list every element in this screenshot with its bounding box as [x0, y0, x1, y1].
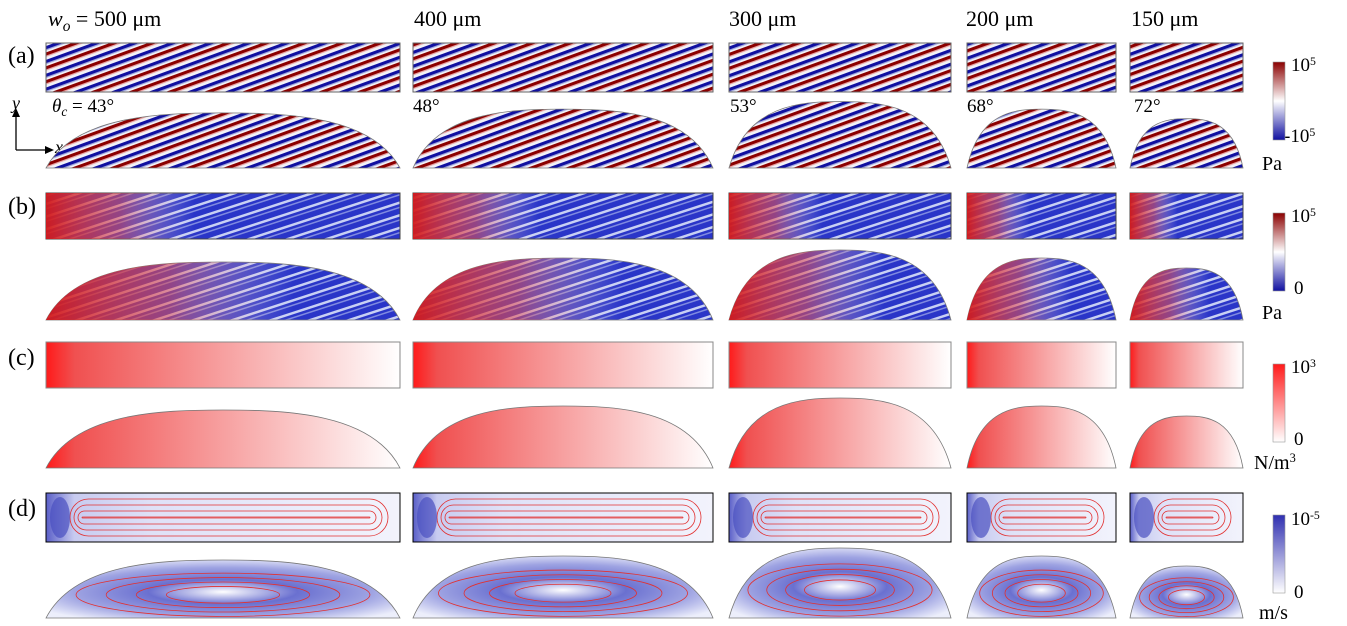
- column-header-400: 400 μm: [414, 6, 482, 31]
- colorbar-d-max: 10-5: [1291, 508, 1320, 530]
- panel-c-400-cap: [412, 405, 714, 469]
- panel-a-300-cap: [728, 101, 952, 169]
- panel-b-400-rect: [412, 192, 714, 240]
- panel-b-500-rect: [45, 192, 401, 240]
- panel-d-400-cap: [412, 555, 714, 619]
- x-axis-label: x: [55, 137, 63, 157]
- panel-a-150-rect: [1129, 42, 1244, 93]
- panel-a-400-rect: [412, 42, 714, 93]
- panel-a-150-cap: [1129, 118, 1244, 169]
- colorbar-a: [1272, 61, 1286, 141]
- panel-d-500-rect: [45, 492, 401, 543]
- x-arrowhead-icon: [45, 146, 54, 154]
- colorbar-c-max: 103: [1291, 356, 1316, 378]
- colorbar-a-unit: Pa: [1262, 153, 1282, 175]
- contact-angle-43: θc = 43°: [52, 96, 115, 119]
- panel-b-500-cap: [45, 261, 401, 321]
- colorbar-b: [1272, 212, 1286, 292]
- y-axis-label: y: [12, 93, 20, 113]
- panel-b-400-cap: [412, 257, 714, 321]
- panel-d-200-cap: [966, 555, 1117, 619]
- panel-c-200-cap: [966, 405, 1117, 469]
- panel-c-400-rect: [412, 341, 714, 389]
- panel-b-200-rect: [966, 192, 1117, 240]
- panel-c-300-rect: [728, 341, 952, 389]
- colorbar-d-unit: m/s: [1259, 602, 1288, 624]
- panel-a-400-cap: [412, 108, 714, 169]
- colorbar-b-min: 0: [1294, 278, 1304, 299]
- contact-angle-53: 53°: [730, 96, 757, 117]
- panel-a-200-rect: [966, 42, 1117, 93]
- contact-angle-68: 68°: [967, 96, 994, 117]
- panel-d-500-cap: [45, 559, 401, 619]
- colorbar-c-unit: N/m3: [1254, 451, 1296, 474]
- axes-indicator: [12, 108, 54, 154]
- colorbar-d-min: 0: [1294, 582, 1304, 603]
- column-header-150: 150 μm: [1131, 6, 1199, 31]
- column-header-300: 300 μm: [729, 6, 797, 31]
- panel-b-200-cap: [966, 257, 1117, 321]
- column-header-500: wo = 500 μm: [48, 6, 162, 35]
- panel-c-500-rect: [45, 341, 401, 389]
- panel-b-150-rect: [1129, 192, 1244, 240]
- colorbar-d: [1272, 514, 1286, 594]
- panel-b-300-rect: [728, 192, 952, 240]
- panel-b-150-cap: [1129, 267, 1244, 321]
- panel-d-200-rect: [966, 492, 1117, 543]
- panel-c-150-cap: [1129, 415, 1244, 469]
- row-label-a: (a): [8, 43, 35, 69]
- row-label-b: (b): [8, 194, 36, 220]
- panel-d-150-rect: [1129, 492, 1244, 543]
- panel-d-300-cap: [728, 547, 952, 619]
- panel-c-200-rect: [966, 341, 1117, 389]
- colorbar-a-max: 105: [1291, 54, 1316, 76]
- row-label-c: (c): [8, 345, 35, 371]
- colorbar-c: [1272, 363, 1286, 443]
- panel-a-300-rect: [728, 42, 952, 93]
- colorbar-c-min: 0: [1294, 429, 1304, 450]
- panel-a-500-rect: [45, 42, 401, 93]
- panel-b-300-cap: [728, 249, 952, 321]
- panel-d-150-cap: [1129, 565, 1244, 619]
- panel-d-400-rect: [412, 492, 714, 543]
- colorbar-b-unit: Pa: [1262, 302, 1282, 324]
- row-label-d: (d): [8, 496, 36, 522]
- y-arrowhead-icon: [12, 108, 20, 117]
- contact-angle-48: 48°: [413, 96, 440, 117]
- panel-a-200-cap: [966, 108, 1117, 169]
- colorbar-b-max: 105: [1291, 205, 1316, 227]
- panel-a-500-cap: [45, 112, 401, 169]
- column-header-200: 200 μm: [966, 6, 1034, 31]
- panel-d-300-rect: [728, 492, 952, 543]
- panel-c-150-rect: [1129, 341, 1244, 389]
- colorbar-a-min: -105: [1284, 125, 1316, 147]
- contact-angle-72: 72°: [1134, 96, 1161, 117]
- panel-c-300-cap: [728, 397, 952, 469]
- panel-c-500-cap: [45, 409, 401, 469]
